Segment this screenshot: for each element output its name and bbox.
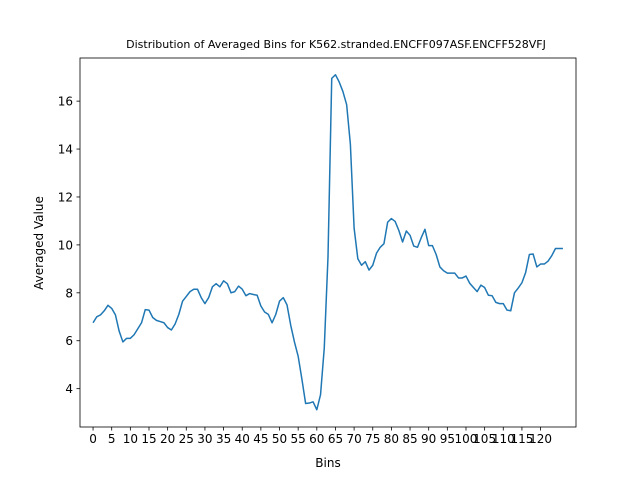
plot-area: 0 5 10 15 20 25 30 35 40 45 50 55 60 65 70 75 80 85 90 95 10… xyxy=(58,57,577,446)
series-line-0 xyxy=(92,74,563,411)
chart-title: Distribution of Averaged Bins for K562.s… xyxy=(126,38,546,51)
x-tick-label: 115 xyxy=(510,432,533,446)
x-tick-label: 75 xyxy=(365,432,380,446)
y-tick-label: 6 xyxy=(65,334,73,348)
x-tick-label: 80 xyxy=(384,432,399,446)
x-tick-label: 70 xyxy=(346,432,361,446)
x-tick-label: 60 xyxy=(309,432,324,446)
x-tick-label: 90 xyxy=(421,432,436,446)
x-tick-label: 110 xyxy=(492,432,515,446)
y-axis-label: Averaged Value xyxy=(32,196,46,290)
x-tick-label: 30 xyxy=(197,432,212,446)
x-tick-label: 35 xyxy=(216,432,231,446)
x-tick-label: 50 xyxy=(272,432,287,446)
x-tick-label: 25 xyxy=(179,432,194,446)
plot-frame xyxy=(79,57,577,428)
x-axis-label: Bins xyxy=(315,456,340,470)
x-tick-label: 10 xyxy=(123,432,138,446)
y-tick-label: 4 xyxy=(65,382,73,396)
x-tick-label: 5 xyxy=(108,432,116,446)
x-tick-label: 20 xyxy=(160,432,175,446)
y-tick-label: 16 xyxy=(58,95,73,109)
x-tick-label: 100 xyxy=(455,432,478,446)
x-tick-label: 40 xyxy=(235,432,250,446)
x-tick-label: 105 xyxy=(473,432,496,446)
x-tick-label: 55 xyxy=(291,432,306,446)
x-tick-label: 120 xyxy=(529,432,552,446)
x-tick-label: 45 xyxy=(253,432,268,446)
y-tick-label: 8 xyxy=(65,286,73,300)
x-tick-label: 0 xyxy=(89,432,97,446)
x-tick-label: 95 xyxy=(440,432,455,446)
y-tick-label: 10 xyxy=(58,238,73,252)
x-tick-label: 15 xyxy=(141,432,156,446)
x-tick-label: 85 xyxy=(402,432,417,446)
y-tick-label: 12 xyxy=(58,190,73,204)
x-tick-label: 65 xyxy=(328,432,343,446)
y-tick-label: 14 xyxy=(58,143,73,157)
